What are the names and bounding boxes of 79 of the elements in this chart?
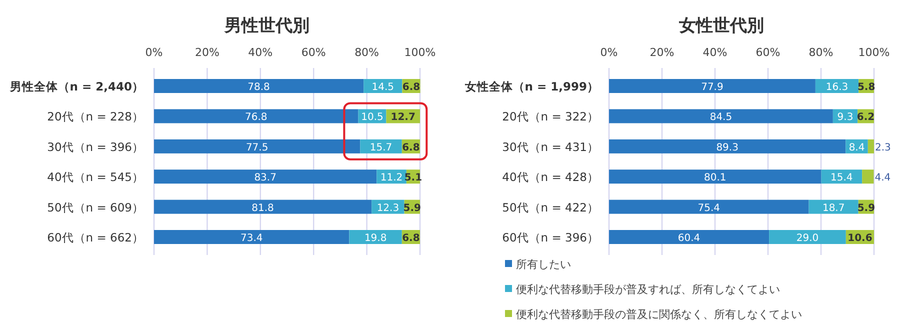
bar [609, 139, 846, 154]
x-tick-label: 80% [808, 46, 834, 59]
x-tick-label: 40% [702, 46, 728, 59]
data-label: 84.5 [710, 112, 732, 124]
data-label: 11.2 [380, 172, 403, 184]
x-tick-label: 100% [404, 46, 436, 59]
data-label: 78.8 [248, 82, 270, 93]
data-label: 77.5 [246, 142, 268, 154]
x-tick-label: 60% [756, 46, 780, 59]
bar [609, 109, 833, 124]
x-tick-label: 60% [301, 46, 326, 59]
data-label: 15.7 [370, 142, 392, 154]
data-label: 10.6 [848, 233, 872, 244]
data-label: 6.8 [402, 233, 420, 244]
y-tick-label: 男性全体（n = 2,440） [8, 80, 144, 94]
x-tick-label: 40% [248, 46, 273, 59]
x-tick-label: 20% [194, 46, 220, 59]
bar [154, 200, 372, 214]
data-label: 80.1 [704, 172, 726, 184]
data-label: 60.4 [678, 233, 700, 244]
data-label: 16.3 [826, 82, 848, 93]
x-tick-label: 20% [650, 46, 674, 59]
bar [154, 170, 377, 184]
y-tick-label: 女性全体（n = 1,999） [464, 80, 599, 94]
bar [154, 139, 360, 154]
bar [609, 79, 816, 93]
data-label: 14.5 [372, 82, 394, 93]
y-tick-label: 50代（n = 609） [47, 200, 144, 214]
x-tick-label: 0% [145, 46, 163, 59]
bar [360, 139, 402, 154]
bar [154, 230, 350, 244]
data-label: 73.4 [240, 233, 263, 244]
y-tick-label: 40代（n = 428） [502, 170, 599, 184]
data-label: 8.4 [848, 142, 865, 154]
bar [609, 170, 822, 184]
legend-label: 所有したい [516, 258, 571, 271]
data-label: 89.3 [716, 142, 738, 154]
data-label: 12.7 [390, 112, 416, 124]
bar [609, 230, 770, 244]
x-tick-label: 80% [354, 46, 380, 59]
bar [862, 170, 874, 184]
bar [808, 200, 858, 214]
y-tick-label: 60代（n = 662） [47, 230, 144, 244]
data-label: 15.4 [830, 172, 853, 184]
data-label: 81.8 [252, 202, 274, 214]
data-label: 6.2 [856, 112, 875, 124]
chart-title: 男性世代別 [224, 16, 310, 36]
x-tick-label: 0% [600, 46, 618, 59]
legend-label: 便利な代替移動手段が普及すれば、所有しなくてよい [516, 283, 780, 296]
y-tick-label: 40代（n = 545） [47, 170, 144, 184]
data-label: 6.8 [402, 142, 420, 154]
legend-label: 便利な代替移動手段の普及に関係なく、所有しなくてよい [516, 308, 802, 321]
data-label: 6.8 [402, 82, 420, 93]
data-label: 83.7 [254, 172, 276, 184]
data-label: 19.8 [364, 233, 387, 244]
y-tick-label: 50代（n = 422） [502, 200, 599, 214]
bar [868, 139, 874, 154]
data-label: 9.3 [837, 112, 854, 124]
data-label: 76.8 [245, 112, 268, 124]
chart-title: 女性世代別 [678, 16, 764, 36]
bar [769, 230, 846, 244]
y-tick-label: 60代（n = 396） [502, 230, 599, 244]
y-tick-label: 20代（n = 322） [502, 110, 599, 124]
data-label: 18.7 [822, 202, 845, 214]
bar [349, 230, 402, 244]
bar [154, 79, 364, 93]
y-tick-label: 30代（n = 431） [502, 140, 599, 154]
bar [609, 200, 809, 214]
x-tick-label: 100% [858, 46, 890, 59]
data-label: 29.0 [796, 233, 819, 244]
data-label: 4.4 [874, 172, 891, 184]
bar [154, 109, 358, 124]
data-label: 75.4 [698, 202, 720, 214]
y-tick-label: 30代（n = 396） [47, 140, 144, 154]
data-label: 2.3 [875, 142, 891, 154]
data-label: 10.5 [361, 112, 384, 124]
data-label: 12.3 [376, 202, 400, 214]
y-tick-label: 20代（n = 228） [47, 110, 144, 124]
data-label: 77.9 [701, 82, 724, 93]
